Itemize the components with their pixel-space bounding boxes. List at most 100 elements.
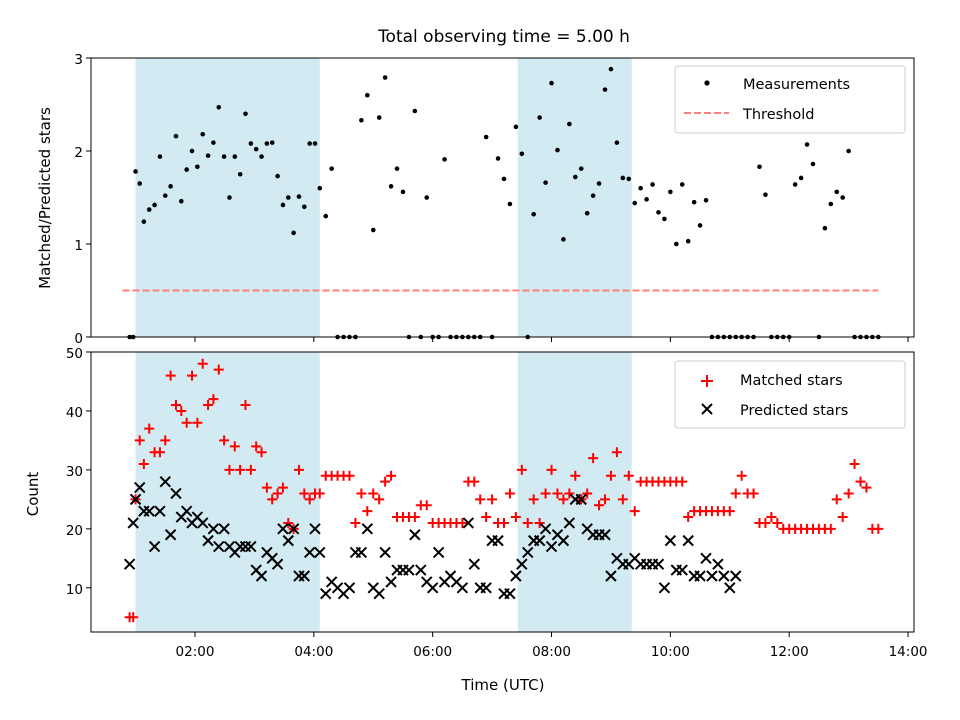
measurement-point [157, 154, 163, 159]
measurement-point [382, 75, 388, 80]
measurement-point [483, 134, 489, 140]
matched-stars-point [570, 470, 581, 481]
predicted-stars-point [516, 558, 528, 570]
predicted-stars-point [415, 564, 427, 576]
measurement-point [501, 176, 507, 182]
measurement-point [232, 154, 238, 159]
predicted-stars-point [462, 517, 475, 529]
matched-stars-point [481, 512, 492, 523]
counts-panel: 10 20 30 40 50 02:00 04:00 06:00 08:00 10:00 12:00… [24, 346, 928, 694]
matched-stars-point [192, 417, 203, 428]
matched-stars-point [843, 488, 854, 499]
predicted-stars-point [170, 487, 182, 500]
matched-stars-point [683, 512, 694, 523]
ratio-y-tick-label: 3 [74, 52, 83, 68]
legend-threshold-label: Threshold [742, 107, 814, 123]
matched-stars-point [861, 482, 872, 493]
predicted-stars-point [426, 582, 439, 594]
matched-stars-point [251, 441, 262, 452]
measurement-point [691, 199, 697, 205]
predicted-stars-point [510, 570, 522, 582]
x-tick-label: 12:00 [770, 644, 809, 660]
measurement-point [296, 194, 302, 199]
measurement-point [703, 197, 709, 203]
measurement-point [400, 189, 406, 195]
matched-stars-point [208, 394, 219, 405]
matched-stars-point [677, 476, 688, 487]
matched-stars-point [350, 517, 361, 528]
predicted-stars-point [148, 540, 161, 553]
predicted-stars-point [298, 570, 311, 582]
matched-stars-point [534, 517, 545, 528]
measurement-point [697, 223, 703, 228]
measurement-point [834, 189, 840, 195]
predicted-stars-point [255, 570, 268, 582]
measurement-point [656, 210, 661, 215]
predicted-stars-point [403, 564, 415, 576]
measurement-point [237, 171, 243, 177]
predicted-stars-point [379, 546, 391, 559]
measurement-point [248, 141, 254, 146]
ratio-plot-frame [90, 57, 915, 338]
predicted-stars-point [492, 534, 504, 547]
ratio-y-tick-label: 2 [74, 145, 83, 161]
measurement-point [173, 133, 179, 139]
matched-stars-point [498, 517, 509, 528]
predicted-stars-point [557, 534, 570, 547]
matched-stars-point [344, 470, 355, 481]
measurement-point [184, 167, 189, 172]
measurement-point [195, 164, 200, 170]
counts-y-tick-label: 50 [66, 346, 83, 362]
matched-stars-point [261, 482, 272, 493]
predicted-stars-point [213, 540, 225, 553]
counts-legend: Matched stars Predicted stars [674, 360, 906, 429]
predicted-stars-point [533, 534, 546, 547]
predicted-stars-point [432, 546, 445, 559]
predicted-stars-point [320, 587, 332, 600]
predicted-stars-point [287, 523, 300, 535]
matched-stars-point [629, 506, 640, 517]
measurement-point [133, 169, 138, 174]
predicted-stars-point [724, 582, 736, 594]
matched-stars-point [564, 488, 575, 499]
measurement-point [596, 181, 602, 186]
matched-stars-point [128, 612, 139, 623]
predicted-stars-point [706, 570, 718, 582]
predicted-stars-point [309, 523, 321, 535]
measurement-point [424, 195, 430, 200]
predicted-stars-point [361, 523, 374, 535]
matched-stars-point [766, 512, 777, 523]
predicted-stars-point [180, 505, 193, 517]
matched-stars-point [600, 494, 611, 505]
predicted-stars-point [456, 582, 469, 594]
matched-stars-point [611, 447, 622, 458]
measurement-point [329, 166, 334, 171]
predicted-stars-point [129, 493, 142, 506]
matched-stars-point [283, 517, 294, 528]
ratio-axis-ticks: 0 1 2 3 [74, 52, 909, 347]
legend-matched-marker [701, 375, 713, 387]
x-tick-label: 10:00 [651, 644, 690, 660]
counts-shaded-interval-1 [517, 352, 632, 632]
measurement-point [572, 174, 578, 180]
predicted-stars-point [314, 546, 326, 559]
counts-y-axis-label: Count [24, 472, 42, 517]
matched-stars-point [855, 476, 866, 487]
predicted-stars-point [134, 481, 146, 494]
matched-stars-point [229, 441, 240, 452]
x-tick-label: 06:00 [413, 644, 452, 660]
predicted-stars-point [730, 570, 742, 582]
predicted-stars-point [504, 587, 516, 600]
ratio-shaded-interval-1 [517, 58, 632, 337]
matched-stars-point [374, 494, 385, 505]
measurement-point [205, 153, 211, 158]
measurement-point [543, 180, 548, 185]
predicted-stars-point [563, 517, 576, 529]
predicted-stars-point [154, 505, 166, 517]
measurement-point [537, 115, 542, 120]
measurement-point [162, 193, 168, 198]
measurement-point [840, 195, 845, 200]
matched-stars-point [154, 447, 165, 458]
measurement-point [584, 211, 590, 216]
matched-stars-point [528, 494, 539, 505]
